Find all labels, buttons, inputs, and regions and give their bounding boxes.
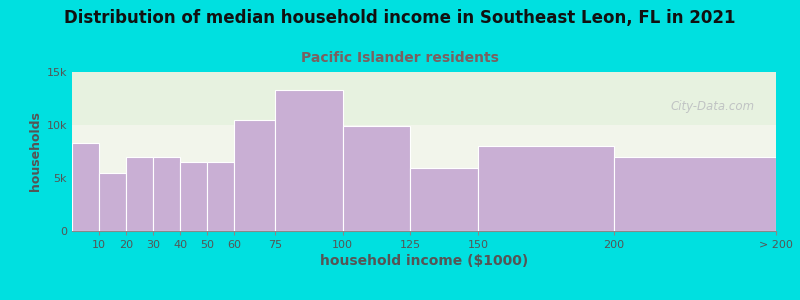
Bar	[72, 143, 99, 231]
Text: City-Data.com: City-Data.com	[670, 100, 755, 113]
Text: Pacific Islander residents: Pacific Islander residents	[301, 51, 499, 65]
Y-axis label: households: households	[30, 112, 42, 191]
Bar	[126, 157, 154, 231]
Bar	[207, 162, 234, 231]
Bar	[410, 169, 478, 231]
Bar	[275, 90, 342, 231]
Bar	[99, 173, 126, 231]
X-axis label: household income ($1000): household income ($1000)	[320, 254, 528, 268]
Text: Distribution of median household income in Southeast Leon, FL in 2021: Distribution of median household income …	[64, 9, 736, 27]
Bar	[342, 126, 410, 231]
Bar	[478, 146, 614, 231]
Bar	[154, 157, 180, 231]
Bar	[234, 120, 275, 231]
Bar	[72, 125, 776, 231]
Bar	[180, 162, 207, 231]
Bar	[72, 72, 776, 125]
Bar	[614, 157, 776, 231]
